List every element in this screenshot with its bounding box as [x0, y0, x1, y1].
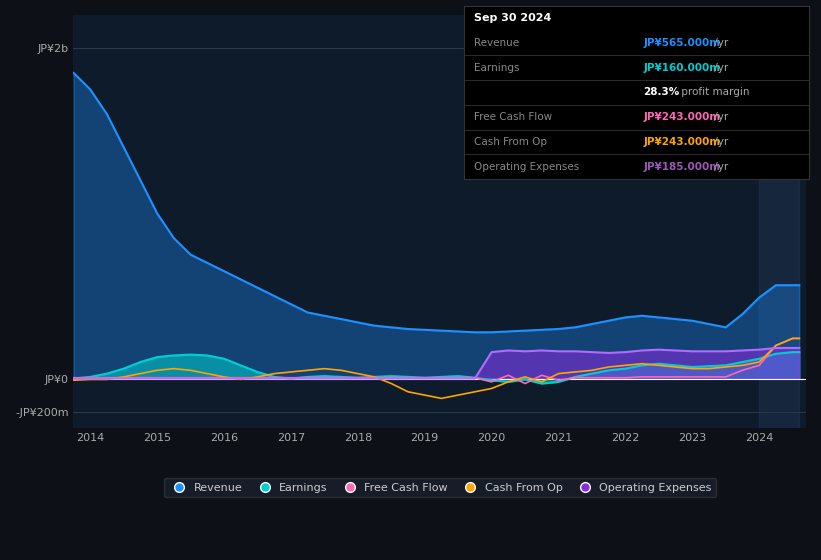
Text: Revenue: Revenue — [475, 38, 520, 48]
Text: JP¥565.000m: JP¥565.000m — [643, 38, 720, 48]
Text: JP¥243.000m: JP¥243.000m — [643, 137, 720, 147]
Text: /yr: /yr — [712, 137, 729, 147]
Text: JP¥160.000m: JP¥160.000m — [643, 63, 720, 73]
Text: Earnings: Earnings — [475, 63, 520, 73]
Text: Free Cash Flow: Free Cash Flow — [475, 112, 553, 122]
Text: /yr: /yr — [712, 112, 729, 122]
Text: Operating Expenses: Operating Expenses — [475, 162, 580, 172]
Text: /yr: /yr — [712, 162, 729, 172]
Bar — [759, 15, 800, 428]
Text: /yr: /yr — [712, 38, 729, 48]
Text: 28.3%: 28.3% — [643, 87, 680, 97]
Text: JP¥243.000m: JP¥243.000m — [643, 112, 720, 122]
Legend: Revenue, Earnings, Free Cash Flow, Cash From Op, Operating Expenses: Revenue, Earnings, Free Cash Flow, Cash … — [163, 478, 716, 497]
Text: /yr: /yr — [712, 63, 729, 73]
Text: JP¥185.000m: JP¥185.000m — [643, 162, 720, 172]
Text: Cash From Op: Cash From Op — [475, 137, 548, 147]
Text: Sep 30 2024: Sep 30 2024 — [475, 13, 552, 23]
Text: profit margin: profit margin — [677, 87, 749, 97]
